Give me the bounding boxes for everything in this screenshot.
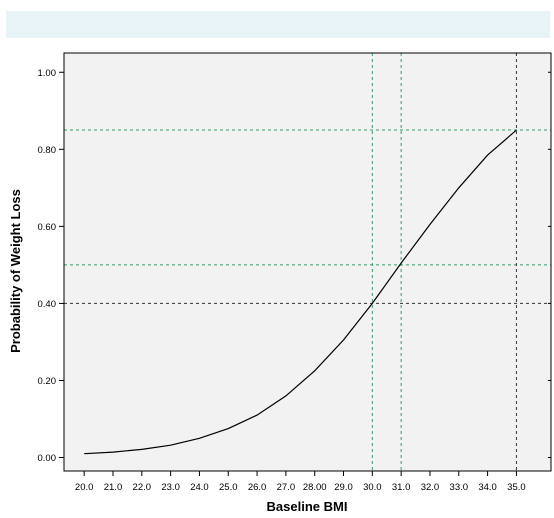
x-tick-label-1: 21.0 xyxy=(104,482,123,493)
x-tick-label-5: 25.0 xyxy=(219,482,238,493)
x-tick-label-13: 33.0 xyxy=(450,482,469,493)
x-tick-label-8: 28.00 xyxy=(303,482,327,493)
plot-frame xyxy=(63,52,552,472)
y-tick-label-2: 0.40 xyxy=(38,299,57,310)
y-axis-label: Probability of Weight Loss xyxy=(8,189,23,353)
x-tick-label-9: 29.0 xyxy=(334,482,353,493)
series-line xyxy=(84,129,517,455)
x-axis-ticks: 20.0 21.0 22.0 23.0 24.0 25.0 26.0 27.0 28.00 29.… xyxy=(75,471,526,493)
header-bar xyxy=(6,11,550,38)
x-tick-label-0: 20.0 xyxy=(75,482,94,493)
y-tick-label-5: 1.00 xyxy=(38,68,57,79)
y-axis-ticks: 0.00 0.20 0.40 0.60 0.80 1.00 xyxy=(38,68,551,464)
y-tick-label-4: 0.80 xyxy=(38,145,57,156)
y-tick-label-1: 0.20 xyxy=(38,376,57,387)
x-tick-label-4: 24.0 xyxy=(190,482,209,493)
x-tick-label-3: 23.0 xyxy=(161,482,180,493)
x-tick-label-10: 30.0 xyxy=(363,482,382,493)
x-tick-label-12: 32.0 xyxy=(421,482,440,493)
x-tick-label-15: 35.0 xyxy=(507,482,526,493)
x-tick-label-6: 26.0 xyxy=(248,482,267,493)
reference-lines xyxy=(64,53,551,471)
x-axis-label: Baseline BMI xyxy=(267,499,348,514)
x-tick-label-11: 31.0 xyxy=(392,482,411,493)
x-tick-label-7: 27.0 xyxy=(277,482,296,493)
y-tick-label-3: 0.60 xyxy=(38,222,57,233)
plot-area xyxy=(64,53,551,471)
y-tick-label-0: 0.00 xyxy=(38,453,57,464)
x-tick-label-14: 34.0 xyxy=(478,482,497,493)
x-tick-label-2: 22.0 xyxy=(133,482,152,493)
